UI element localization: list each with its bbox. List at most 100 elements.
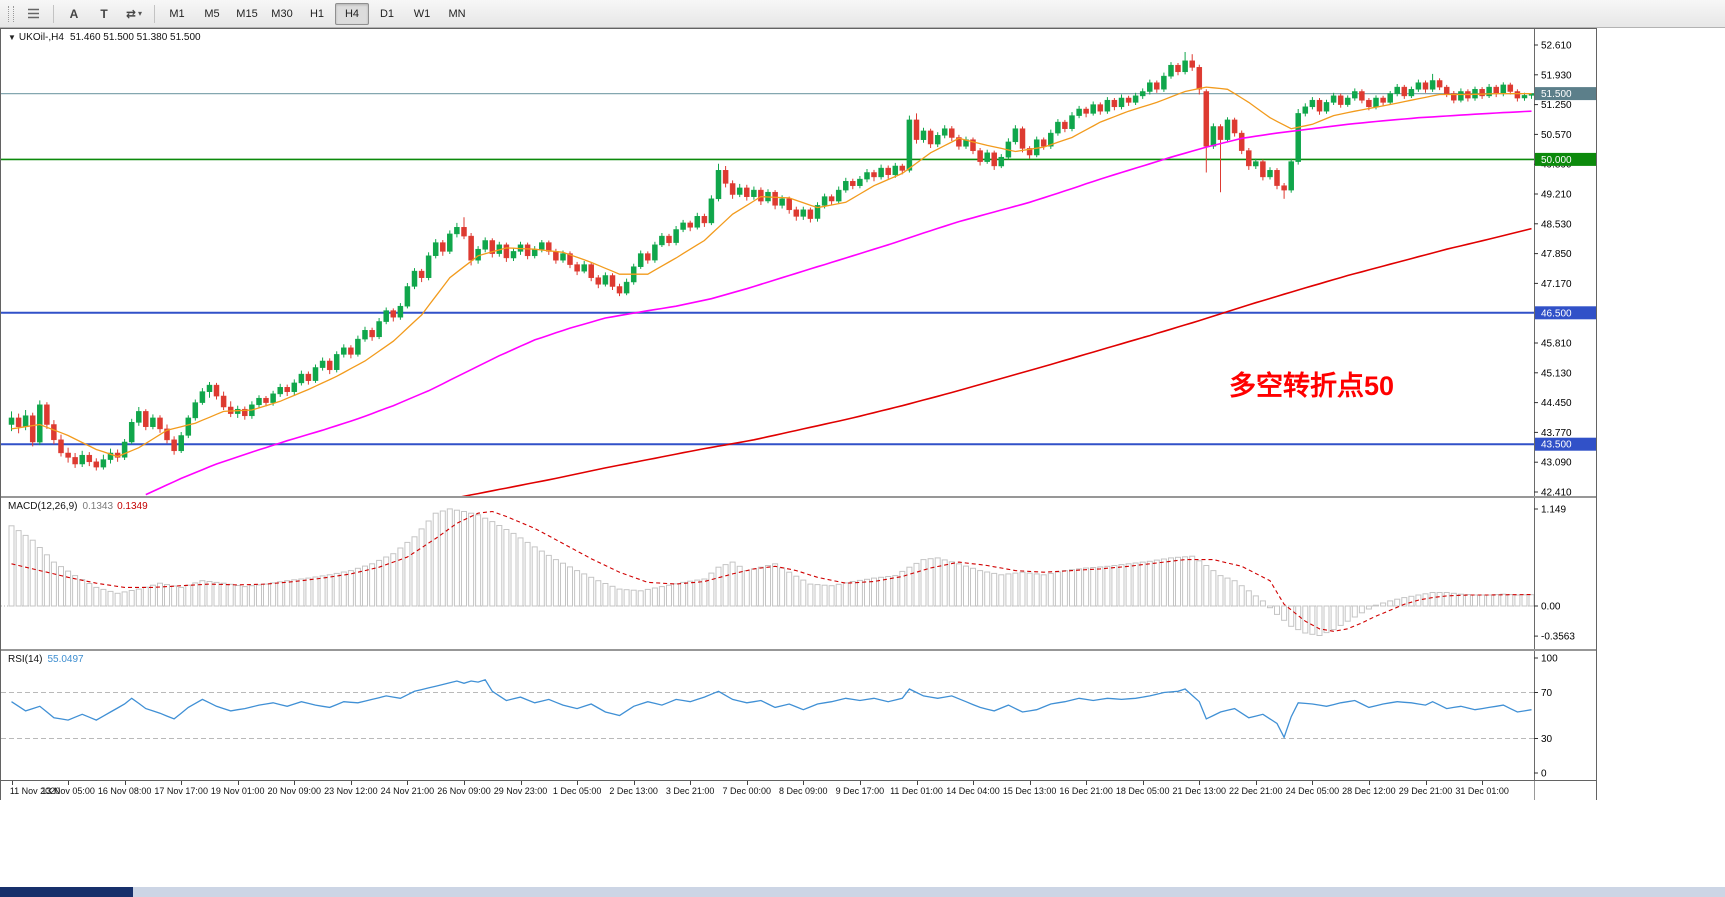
svg-text:0: 0 [1541,769,1547,780]
time-tick [520,781,522,785]
time-tick [690,781,692,785]
time-tick [124,781,126,785]
price-axis[interactable]: 52.61051.93051.25050.57049.89049.21048.5… [1534,41,1596,499]
svg-text:50.000: 50.000 [1541,155,1572,166]
svg-text:47.170: 47.170 [1541,279,1572,290]
time-label: 24 Dec 05:00 [1285,786,1340,796]
time-tick [577,781,579,785]
svg-text:45.130: 45.130 [1541,368,1572,379]
timeframe-button-w1[interactable]: W1 [413,7,431,20]
macd-signal-value: 0.1349 [117,501,148,512]
horizontal-levels [1,92,1534,446]
svg-text:30: 30 [1541,734,1553,745]
time-label: 11 Dec 01:00 [890,786,943,796]
rsi-line [11,679,1532,739]
chevron-down-icon: ▾ [138,9,143,18]
time-label: 14 Dec 04:00 [946,786,1000,796]
pane-separator[interactable] [1,496,1596,498]
svg-text:51.500: 51.500 [1541,89,1572,100]
time-tick [1142,781,1144,785]
rsi-pane: 100 70 30 0 RSI(14) 55.0497 [1,651,1596,780]
status-strip [0,887,1725,897]
rsi-name: RSI(14) [8,654,43,665]
time-tick [11,781,13,785]
crosshair-tool-button[interactable]: T [100,6,108,21]
svg-text:45.810: 45.810 [1541,339,1572,350]
time-tick [1029,781,1031,785]
rsi-canvas[interactable]: 100 70 30 0 [1,651,1596,785]
timeframe-button-h1[interactable]: H1 [309,7,325,20]
time-tick [1425,781,1427,785]
macd-axis[interactable]: 1.149 0.00 -0.3563 [1534,505,1575,643]
svg-text:51.930: 51.930 [1541,70,1572,81]
timeframe-button-m1[interactable]: M1 [169,7,185,20]
toolbar-separator [53,4,54,23]
ma-fast-line [11,86,1532,458]
svg-text:1.149: 1.149 [1541,505,1566,516]
rsi-label: RSI(14) 55.0497 [8,654,84,665]
timeframe-button-d1[interactable]: D1 [379,7,395,20]
time-label: 8 Dec 09:00 [779,786,828,796]
macd-histogram [8,508,1535,636]
timeframe-button-m5[interactable]: M5 [204,7,220,20]
chart-list-icon[interactable] [18,3,48,25]
time-label: 24 Nov 21:00 [380,786,435,796]
time-tick [237,781,239,785]
svg-text:70: 70 [1541,688,1553,699]
svg-text:44.450: 44.450 [1541,398,1572,409]
ma-mid-line [145,110,1532,496]
cursor-mode-dropdown[interactable]: ⇄ ▾ [119,3,149,25]
time-tick [1199,781,1201,785]
macd-signal-line [11,510,1532,632]
text-tool-button[interactable]: A [69,6,79,21]
swap-arrows-icon: ⇄ [125,6,137,21]
timeframe-button-m30[interactable]: M30 [271,7,293,20]
time-tick [1086,781,1088,785]
quick-trade-toggle-icon[interactable]: ▼ [8,33,16,42]
chart-annotation: 多空转折点50 [1229,370,1394,401]
time-tick [1482,781,1484,785]
time-label: 29 Nov 23:00 [493,786,548,796]
svg-text:48.530: 48.530 [1541,219,1572,230]
price-chart-canvas[interactable]: 多空转折点50 52.61051.93051.25050.57049.89049.… [1,29,1596,501]
macd-canvas[interactable]: 1.149 0.00 -0.3563 [1,498,1596,654]
time-label: 2 Dec 13:00 [609,786,658,796]
timeframe-button-h4[interactable]: H4 [335,2,369,25]
timeframe-button-m15[interactable]: M15 [236,7,258,20]
lines-icon [27,8,39,19]
svg-text:47.850: 47.850 [1541,249,1572,260]
pane-separator[interactable] [1,649,1596,651]
svg-text:49.210: 49.210 [1541,190,1572,201]
svg-text:43.770: 43.770 [1541,428,1572,439]
toolbar: A T ⇄ ▾ M1 M5 M15 M30 H1 H4 D1 W1 MN [0,0,1725,28]
time-label: 26 Nov 09:00 [437,786,491,796]
toolbar-drag-handle[interactable] [8,5,14,22]
time-label: 29 Dec 21:00 [1398,786,1453,796]
svg-text:100: 100 [1541,654,1558,665]
timeframe-button-mn[interactable]: MN [448,7,466,20]
ohlc-values: 51.460 51.500 51.380 51.500 [69,32,201,43]
svg-text:-0.3563: -0.3563 [1541,632,1575,643]
time-tick [746,781,748,785]
time-label: 18 Dec 05:00 [1115,786,1170,796]
symbol-ohlc-label: ▼ UKOil-,H4 51.460 51.500 51.380 51.500 [8,32,201,43]
time-label: 31 Dec 01:00 [1455,786,1509,796]
status-strip-block [0,887,133,897]
time-axis[interactable]: 11 Nov 2020 13 Nov 05:00 16 Nov 08:00 17 No… [1,780,1596,800]
time-label: 9 Dec 17:00 [835,786,885,796]
time-tick [464,781,465,785]
rsi-axis[interactable]: 100 70 30 0 [1534,654,1558,780]
time-label: 16 Dec 21:00 [1059,786,1113,796]
time-tick [1255,781,1257,785]
time-label: 1 Dec 05:00 [552,786,602,796]
time-tick [973,781,974,785]
timeframe-group: M1 M5 M15 M30 H1 H4 D1 W1 MN [160,2,474,25]
svg-text:43.090: 43.090 [1541,458,1572,469]
time-tick [633,781,635,785]
symbol-label: UKOil-,H4 [18,32,64,43]
time-label: 23 Nov 12:00 [324,786,378,796]
time-tick [68,781,70,785]
price-badge [1535,152,1596,166]
time-tick [350,781,352,785]
